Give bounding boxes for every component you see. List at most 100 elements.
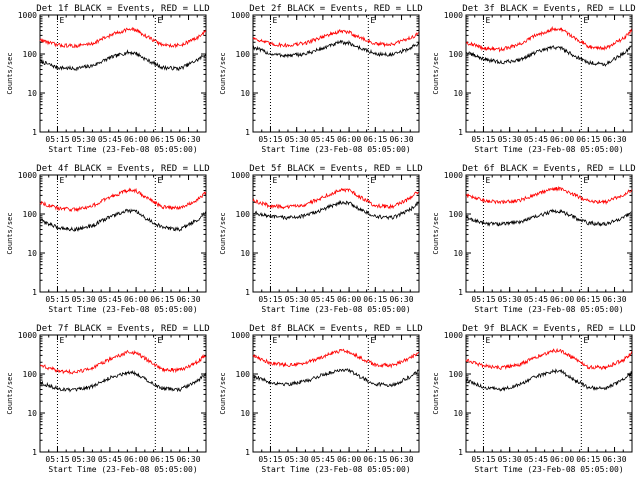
y-tick-label: 10 (453, 89, 463, 98)
y-tick-label: 10 (240, 249, 250, 258)
y-tick-label: 10 (453, 409, 463, 418)
x-tick-label: 06:15 (576, 455, 600, 464)
event-marker-label: E (59, 16, 64, 25)
x-tick-label: 06:00 (124, 135, 148, 144)
y-tick-label: 1 (245, 288, 250, 297)
event-marker-label: E (59, 336, 64, 345)
x-axis-label: Start Time (23-Feb-08 05:05:00) (261, 465, 410, 474)
x-tick-label: 05:15 (471, 295, 495, 304)
y-tick-label: 100 (236, 370, 251, 379)
panel-title: Det 1f BLACK = Events, RED = LLD (36, 4, 209, 14)
x-tick-label: 06:30 (602, 295, 626, 304)
series-events-line (39, 370, 207, 393)
x-tick-label: 06:00 (337, 455, 361, 464)
x-tick-label: 06:30 (176, 135, 200, 144)
y-tick-label: 100 (449, 50, 464, 59)
event-marker-label: E (157, 336, 162, 345)
event-marker-label: E (157, 16, 162, 25)
panel-det-3: Det 3f BLACK = Events, RED = LLD 1 10 100 10… (432, 4, 636, 154)
series-events-line (252, 368, 420, 388)
y-tick-label: 100 (236, 50, 251, 59)
y-tick-label: 1 (458, 288, 463, 297)
event-marker-label: E (485, 176, 490, 185)
y-tick-label: 10 (27, 409, 37, 418)
x-tick-label: 06:30 (176, 295, 200, 304)
x-axis-label: Start Time (23-Feb-08 05:05:00) (48, 145, 197, 154)
event-marker-label: E (583, 176, 588, 185)
x-tick-label: 06:15 (363, 455, 387, 464)
panel-det-9: Det 9f BLACK = Events, RED = LLD 1 10 100 10… (432, 324, 636, 474)
x-tick-label: 06:15 (150, 455, 174, 464)
series-lld-line (252, 187, 419, 210)
series-events-line (465, 208, 632, 227)
y-tick-label: 10 (27, 249, 37, 258)
x-tick-label: 05:30 (498, 135, 522, 144)
event-marker-label: E (272, 16, 277, 25)
x-tick-label: 06:30 (389, 295, 413, 304)
y-axis-label: Counts/sec (6, 212, 14, 254)
y-tick-label: 1000 (18, 11, 37, 20)
panel-title: Det 9f BLACK = Events, RED = LLD (462, 324, 635, 334)
event-marker-label: E (370, 336, 375, 345)
x-tick-label: 05:15 (45, 455, 69, 464)
series-events-line (252, 200, 420, 221)
panel-title: Det 4f BLACK = Events, RED = LLD (36, 164, 209, 174)
x-tick-label: 06:15 (150, 295, 174, 304)
x-tick-label: 06:00 (124, 295, 148, 304)
plot-frame (252, 14, 420, 133)
x-axis-label: Start Time (23-Feb-08 05:05:00) (48, 465, 197, 474)
x-tick-label: 05:15 (45, 135, 69, 144)
series-events-line (39, 208, 207, 232)
y-axis-label: Counts/sec (219, 212, 227, 254)
y-tick-label: 100 (23, 210, 38, 219)
event-marker-label: E (370, 176, 375, 185)
x-tick-label: 05:45 (311, 295, 335, 304)
x-tick-label: 06:00 (550, 135, 574, 144)
series-events-line (465, 368, 633, 392)
y-tick-label: 10 (240, 89, 250, 98)
y-tick-label: 1 (245, 448, 250, 457)
x-tick-label: 06:00 (550, 455, 574, 464)
x-axis-label: Start Time (23-Feb-08 05:05:00) (48, 305, 197, 314)
event-marker-label: E (59, 176, 64, 185)
y-axis-label: Counts/sec (219, 52, 227, 94)
panel-title: Det 6f BLACK = Events, RED = LLD (462, 164, 635, 174)
panel-det-8: Det 8f BLACK = Events, RED = LLD 1 10 100 10… (219, 324, 423, 474)
x-tick-label: 05:15 (258, 455, 282, 464)
y-axis-label: Counts/sec (432, 372, 440, 414)
x-tick-label: 06:30 (602, 135, 626, 144)
series-lld-line (39, 187, 207, 213)
series-events-line (465, 45, 632, 67)
event-marker-label: E (157, 176, 162, 185)
x-tick-label: 05:15 (45, 295, 69, 304)
x-tick-label: 05:45 (98, 295, 122, 304)
x-tick-label: 05:30 (498, 295, 522, 304)
x-tick-label: 06:15 (363, 135, 387, 144)
plot-frame (39, 174, 207, 293)
y-axis-label: Counts/sec (219, 372, 227, 414)
x-tick-label: 05:15 (258, 135, 282, 144)
panel-title: Det 8f BLACK = Events, RED = LLD (249, 324, 422, 334)
y-tick-label: 100 (23, 50, 38, 59)
plot-frame (252, 174, 420, 293)
y-tick-label: 1 (32, 288, 37, 297)
series-lld-line (252, 348, 420, 369)
y-tick-label: 100 (449, 370, 464, 379)
y-tick-label: 1 (32, 128, 37, 137)
series-events-line (39, 49, 207, 72)
series-lld-line (465, 185, 633, 205)
y-tick-label: 1 (458, 448, 463, 457)
x-tick-label: 05:45 (98, 135, 122, 144)
series-lld-line (465, 347, 633, 371)
event-marker-label: E (272, 336, 277, 345)
y-tick-label: 1000 (444, 171, 463, 180)
x-tick-label: 06:30 (389, 455, 413, 464)
x-tick-label: 06:00 (124, 455, 148, 464)
y-tick-label: 1000 (444, 331, 463, 340)
x-tick-label: 05:15 (258, 295, 282, 304)
panel-title: Det 7f BLACK = Events, RED = LLD (36, 324, 209, 334)
plot-frame (465, 174, 633, 293)
event-marker-label: E (583, 336, 588, 345)
x-axis-label: Start Time (23-Feb-08 05:05:00) (474, 465, 623, 474)
y-axis-label: Counts/sec (432, 52, 440, 94)
